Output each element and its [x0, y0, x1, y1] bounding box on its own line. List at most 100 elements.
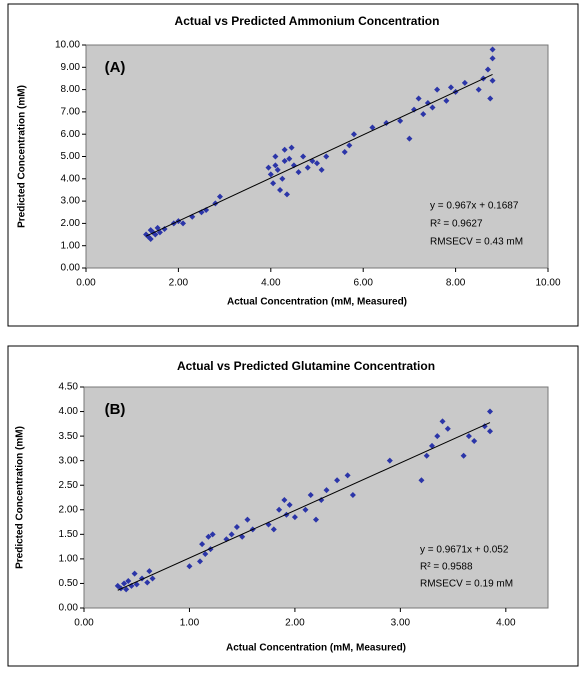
data-point	[302, 506, 309, 513]
y-tick-label: 1.50	[59, 529, 79, 540]
data-point	[180, 220, 187, 227]
data-point	[283, 191, 290, 198]
x-tick-label: 4.00	[496, 618, 516, 629]
data-point	[272, 162, 279, 169]
x-tick-label: 2.00	[285, 618, 305, 629]
annotation: RMSECV = 0.43 mM	[430, 237, 523, 248]
y-axis-label: Predicted Concentration (mM)	[15, 426, 26, 569]
data-point	[318, 166, 325, 173]
data-point	[314, 160, 320, 167]
y-tick-label: 8.00	[61, 84, 81, 95]
data-point	[420, 111, 427, 118]
y-tick-label: 0.00	[59, 603, 79, 614]
data-point	[272, 153, 279, 160]
data-point	[304, 164, 311, 171]
annotation: RMSECV = 0.19 mM	[420, 579, 513, 590]
y-tick-label: 7.00	[61, 107, 81, 118]
x-tick-label: 0.00	[76, 278, 96, 289]
data-point	[123, 586, 130, 593]
data-point	[300, 153, 307, 160]
data-point	[276, 506, 283, 513]
x-tick-label: 10.00	[535, 278, 560, 289]
x-tick-label: 3.00	[391, 618, 411, 629]
panel-tag: (B)	[105, 401, 126, 418]
x-axis-label: Actual Concentration (mM, Measured)	[226, 643, 406, 654]
data-point	[270, 180, 277, 187]
data-point	[318, 496, 325, 503]
data-point	[186, 563, 193, 570]
y-tick-label: 3.00	[59, 455, 79, 466]
data-point	[465, 433, 472, 440]
data-point	[233, 523, 240, 530]
data-point	[197, 558, 203, 565]
data-point	[146, 568, 153, 575]
data-point	[350, 131, 357, 138]
data-point	[144, 579, 151, 586]
data-point	[286, 501, 293, 508]
data-point	[131, 570, 138, 577]
y-tick-label: 5.00	[61, 151, 81, 162]
data-point	[270, 526, 277, 533]
data-point	[487, 428, 493, 435]
annotation: R² = 0.9588	[420, 562, 473, 573]
data-point	[281, 157, 288, 164]
y-tick-label: 0.00	[61, 263, 81, 274]
data-point	[281, 496, 288, 503]
data-point	[147, 236, 154, 243]
data-point	[346, 142, 353, 149]
y-tick-label: 1.00	[61, 240, 81, 251]
data-point	[349, 492, 356, 499]
data-point	[434, 433, 441, 440]
data-point	[323, 153, 330, 160]
data-point	[489, 77, 496, 84]
data-point	[344, 472, 351, 479]
annotation: y = 0.9671x + 0.052	[420, 545, 509, 556]
data-point	[406, 135, 413, 142]
data-point	[489, 55, 496, 62]
data-point	[125, 577, 132, 584]
y-tick-label: 0.50	[59, 578, 79, 589]
trendline	[145, 74, 493, 237]
data-point	[487, 95, 494, 102]
data-point	[439, 418, 446, 425]
data-point	[444, 425, 451, 432]
data-point	[216, 193, 223, 200]
y-tick-label: 10.00	[55, 40, 80, 51]
data-point	[205, 533, 212, 540]
y-tick-label: 2.00	[61, 218, 81, 229]
x-tick-label: 1.00	[180, 618, 200, 629]
x-tick-label: 8.00	[446, 278, 466, 289]
y-tick-label: 9.00	[61, 62, 81, 73]
data-point	[489, 46, 496, 53]
data-point	[313, 516, 319, 523]
data-point	[277, 186, 284, 193]
y-tick-label: 6.00	[61, 129, 81, 140]
data-point	[291, 514, 298, 521]
data-point	[274, 166, 281, 173]
data-point	[475, 86, 482, 93]
chart-title: Actual vs Predicted Glutamine Concentrat…	[177, 359, 435, 373]
data-point	[286, 155, 293, 162]
data-point	[460, 452, 467, 459]
data-point	[411, 106, 418, 113]
data-point	[121, 580, 128, 587]
data-point	[281, 146, 288, 153]
annotation: R² = 0.9627	[430, 219, 483, 230]
data-point	[154, 224, 161, 231]
panel-tag: (A)	[105, 59, 126, 76]
annotation: y = 0.967x + 0.1687	[430, 201, 519, 212]
data-point	[341, 149, 348, 156]
data-point	[149, 575, 156, 582]
data-point	[161, 225, 168, 232]
data-point	[418, 477, 425, 484]
data-point	[429, 442, 435, 449]
data-point	[434, 86, 441, 93]
data-point	[397, 117, 404, 124]
data-point	[265, 164, 272, 171]
data-point	[443, 97, 450, 104]
data-point	[423, 452, 430, 459]
data-point	[334, 477, 341, 484]
y-tick-label: 2.00	[59, 504, 79, 515]
data-point	[429, 104, 436, 111]
